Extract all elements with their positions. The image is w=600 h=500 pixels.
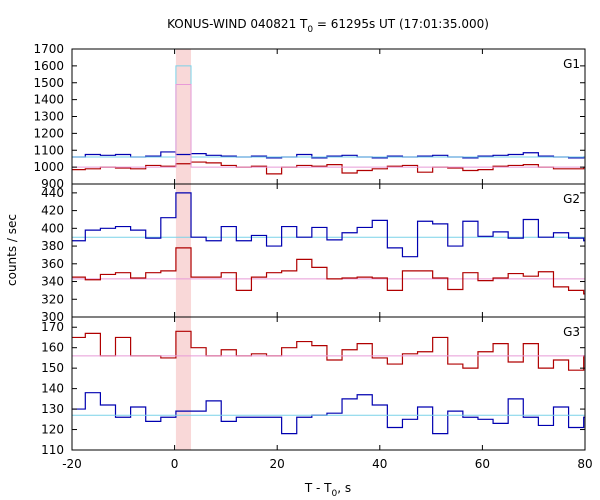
- y-tick-label: 140: [41, 382, 64, 396]
- y-tick-label: 1100: [33, 143, 64, 157]
- y-tick-label: 1000: [33, 160, 64, 174]
- series-blue-g3: [72, 392, 585, 435]
- panel-g1-series: [72, 65, 585, 175]
- panel-label-g3: G3: [563, 325, 580, 339]
- light-curve-series: [72, 65, 585, 435]
- y-tick-label: 400: [41, 221, 64, 235]
- y-tick-label: 1600: [33, 59, 64, 73]
- series-blue-g2: [72, 192, 585, 258]
- panel-g3-series: [72, 330, 585, 435]
- y-tick-label: 170: [41, 320, 64, 334]
- panel-frame-g2: [71, 183, 586, 318]
- series-red-g1: [72, 161, 585, 175]
- y-tick-label: 150: [41, 361, 64, 375]
- y-tick-label: 380: [41, 239, 64, 253]
- series-red-g3: [72, 330, 585, 371]
- x-tick-label: -20: [62, 457, 82, 471]
- y-tick-label: 440: [41, 186, 64, 200]
- x-tick-label: 20: [270, 457, 285, 471]
- series-pink-g1: [72, 83, 585, 168]
- y-tick-label: 1500: [33, 76, 64, 90]
- y-tick-label: 110: [41, 443, 64, 457]
- panel-label-g2: G2: [563, 192, 580, 206]
- series-blue-g1: [72, 151, 585, 159]
- y-tick-label: 1300: [33, 110, 64, 124]
- y-tick-label: 420: [41, 204, 64, 218]
- panel-label-g1: G1: [563, 57, 580, 71]
- x-tick-label: 60: [475, 457, 490, 471]
- y-tick-label: 320: [41, 292, 64, 306]
- series-cyan-g1: [72, 65, 585, 158]
- y-axis-label: counts / sec: [5, 214, 19, 286]
- y-tick-label: 160: [41, 341, 64, 355]
- chart-title: KONUS-WIND 040821 T0 = 61295s UT (17:01:…: [167, 17, 489, 35]
- x-tick-label: 0: [171, 457, 179, 471]
- y-tick-label: 1400: [33, 93, 64, 107]
- y-tick-label: 1700: [33, 42, 64, 56]
- x-axis-label: T - T0, s: [304, 481, 351, 499]
- x-tick-label: 80: [577, 457, 592, 471]
- panel-frame-g1: [71, 48, 586, 185]
- axis-ticks: 9001000110012001300140015001600170030032…: [33, 42, 592, 471]
- y-tick-label: 1200: [33, 126, 64, 140]
- y-tick-label: 900: [41, 177, 64, 191]
- highlight-band: [175, 49, 192, 450]
- y-tick-label: 300: [41, 310, 64, 324]
- series-red-g2: [72, 247, 585, 295]
- y-tick-label: 340: [41, 275, 64, 289]
- burst-interval-highlight: [175, 49, 192, 450]
- x-tick-label: 40: [372, 457, 387, 471]
- panel-g2-series: [72, 192, 585, 295]
- y-tick-label: 360: [41, 257, 64, 271]
- panel-frame-g3: [71, 316, 586, 451]
- y-tick-label: 120: [41, 423, 64, 437]
- y-tick-label: 130: [41, 402, 64, 416]
- plot-frames: G1 G2 G3: [71, 48, 586, 451]
